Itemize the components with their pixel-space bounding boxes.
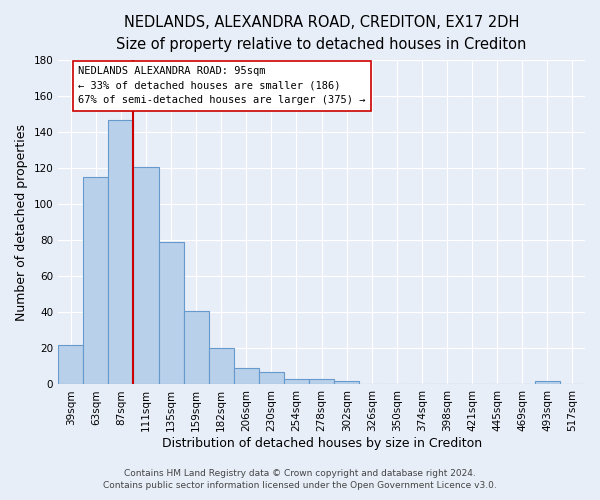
Bar	[109, 120, 133, 384]
Bar	[284, 379, 309, 384]
Bar	[234, 368, 259, 384]
Bar	[133, 166, 158, 384]
Text: NEDLANDS ALEXANDRA ROAD: 95sqm
← 33% of detached houses are smaller (186)
67% of: NEDLANDS ALEXANDRA ROAD: 95sqm ← 33% of …	[78, 66, 366, 106]
X-axis label: Distribution of detached houses by size in Crediton: Distribution of detached houses by size …	[161, 437, 482, 450]
Bar	[209, 348, 234, 384]
Title: NEDLANDS, ALEXANDRA ROAD, CREDITON, EX17 2DH
Size of property relative to detach: NEDLANDS, ALEXANDRA ROAD, CREDITON, EX17…	[116, 15, 527, 52]
Bar	[259, 372, 284, 384]
Y-axis label: Number of detached properties: Number of detached properties	[15, 124, 28, 321]
Text: Contains HM Land Registry data © Crown copyright and database right 2024.
Contai: Contains HM Land Registry data © Crown c…	[103, 468, 497, 490]
Bar	[334, 381, 359, 384]
Bar	[309, 379, 334, 384]
Bar	[535, 381, 560, 384]
Bar	[83, 178, 109, 384]
Bar	[184, 310, 209, 384]
Bar	[58, 345, 83, 385]
Bar	[158, 242, 184, 384]
